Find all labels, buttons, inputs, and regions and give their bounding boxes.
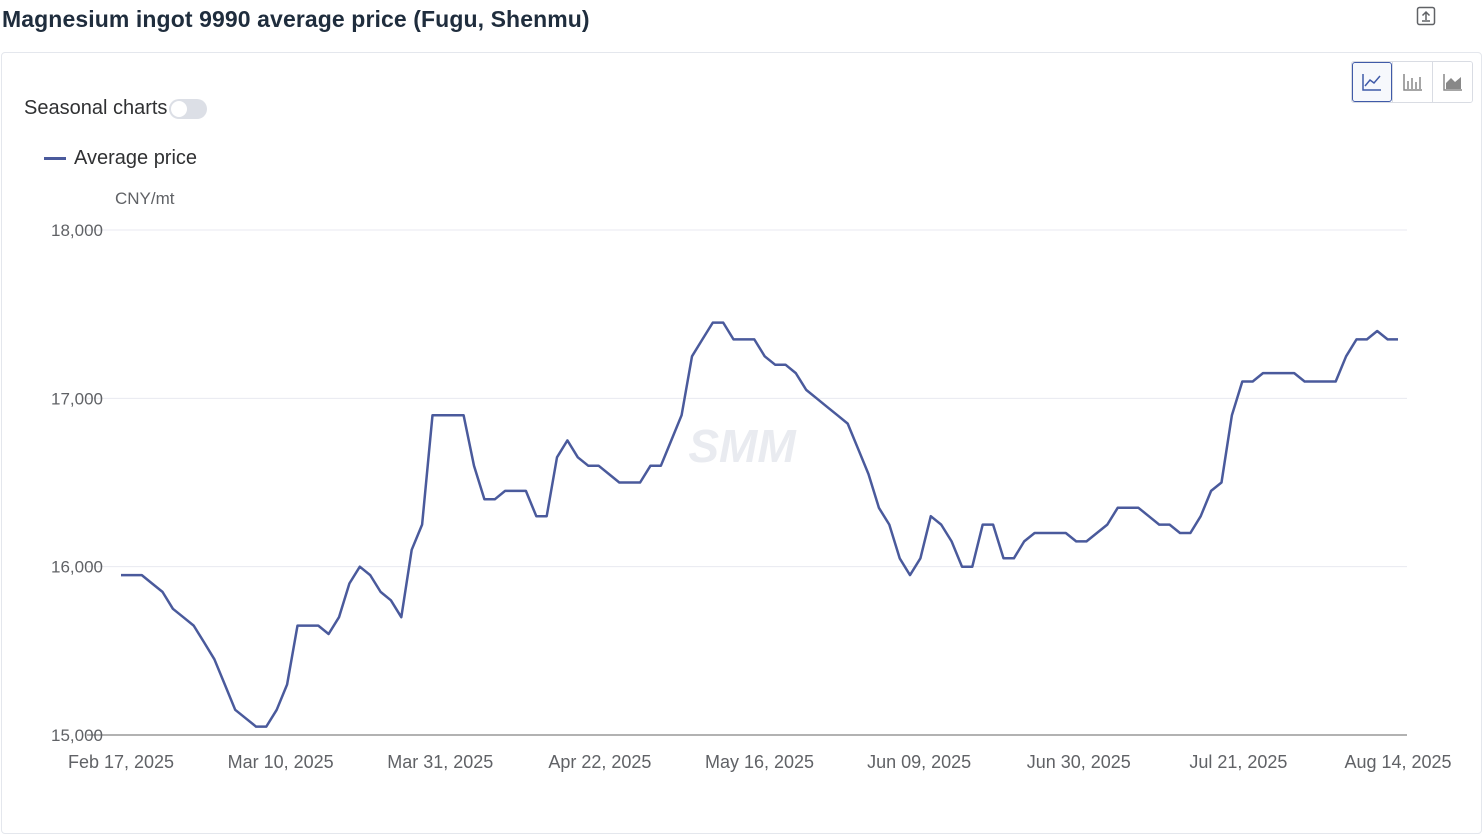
y-tick-label: 16,000 xyxy=(51,558,103,577)
seasonal-charts-label: Seasonal charts xyxy=(24,97,168,119)
area-chart-button[interactable] xyxy=(1432,62,1472,102)
line-chart-icon xyxy=(1362,74,1381,91)
y-axis-unit: CNY/mt xyxy=(115,189,175,208)
x-tick-label: Mar 10, 2025 xyxy=(228,752,334,772)
legend-swatch xyxy=(44,157,66,160)
x-tick-label: Apr 22, 2025 xyxy=(548,752,651,772)
legend-item[interactable]: Average price xyxy=(44,147,197,170)
series-line-average-price xyxy=(121,321,1398,728)
x-tick-label: Jul 21, 2025 xyxy=(1189,752,1287,772)
x-tick-label: Feb 17, 2025 xyxy=(68,752,174,772)
x-tick-label: Jun 30, 2025 xyxy=(1027,752,1131,772)
x-tick-label: Aug 14, 2025 xyxy=(1344,752,1451,772)
y-tick-label: 15,000 xyxy=(51,726,103,745)
page-title: Magnesium ingot 9990 average price (Fugu… xyxy=(2,6,590,32)
line-chart-button[interactable] xyxy=(1352,62,1392,102)
seasonal-charts-toggle[interactable] xyxy=(169,98,208,119)
x-tick-label: Mar 31, 2025 xyxy=(387,752,493,772)
export-button[interactable] xyxy=(1415,5,1437,27)
watermark: SMM xyxy=(688,420,797,472)
area-chart-icon xyxy=(1442,74,1462,91)
legend-label: Average price xyxy=(74,147,198,169)
y-tick-label: 17,000 xyxy=(51,389,103,408)
y-tick-label: 18,000 xyxy=(51,221,103,240)
toggle-knob xyxy=(171,100,188,117)
bar-chart-icon xyxy=(1402,74,1422,91)
bar-chart-button[interactable] xyxy=(1392,62,1432,102)
x-tick-label: Jun 09, 2025 xyxy=(867,752,971,772)
chart-type-switcher xyxy=(1351,61,1473,103)
export-icon xyxy=(1416,6,1436,26)
seasonal-charts-control: Seasonal charts xyxy=(24,97,208,120)
x-tick-label: May 16, 2025 xyxy=(705,752,814,772)
